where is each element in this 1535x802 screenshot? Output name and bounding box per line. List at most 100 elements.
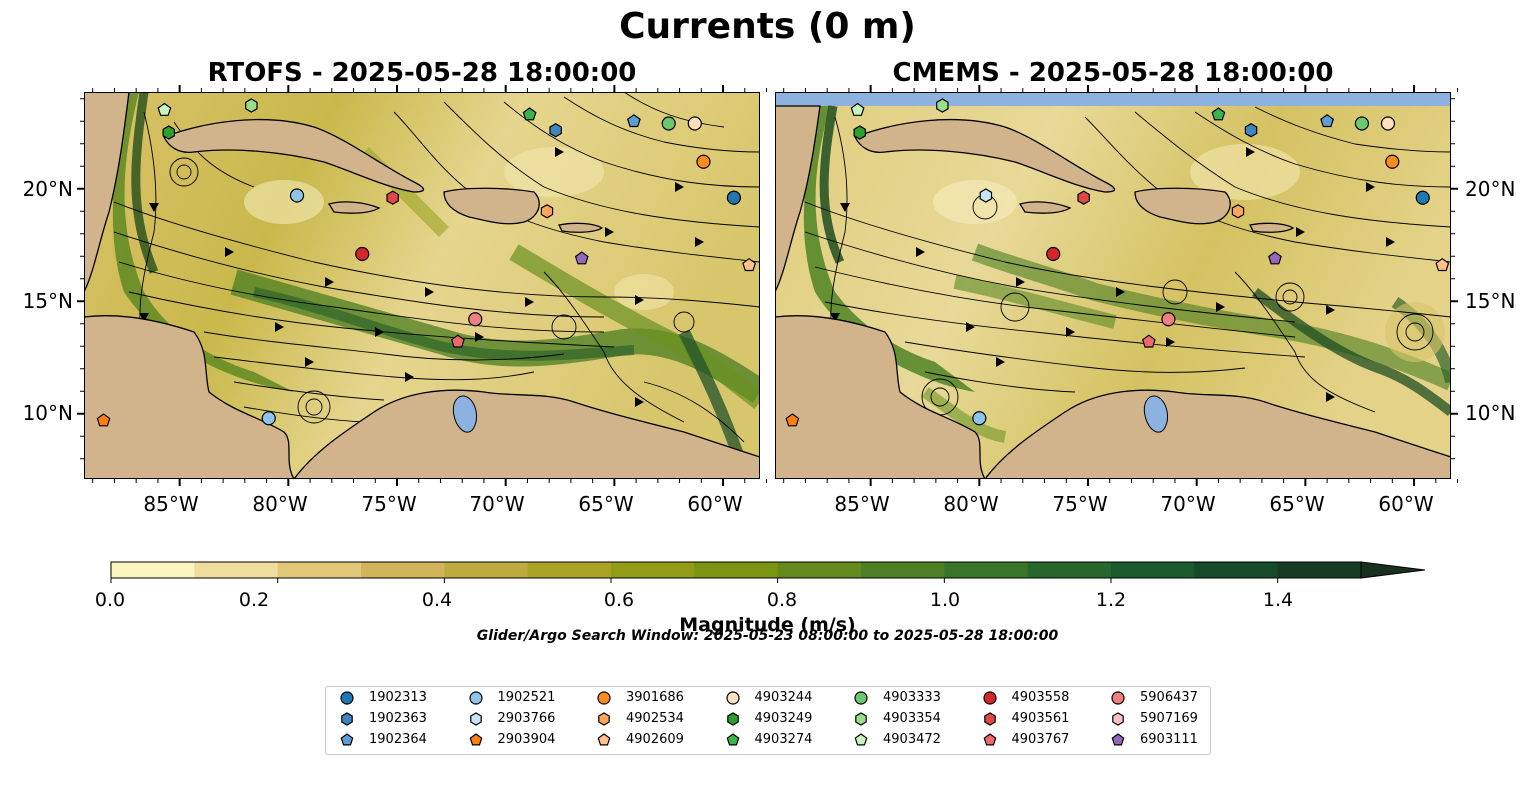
lat-label-20: 20°N bbox=[1465, 177, 1516, 201]
colorbar bbox=[110, 561, 1426, 583]
figure-title: Currents (0 m) bbox=[619, 6, 916, 47]
lakes bbox=[1143, 395, 1169, 433]
float-marker-6903111 bbox=[574, 251, 589, 265]
float-markers-cmems bbox=[785, 98, 1450, 427]
lon-label-80: 80°W bbox=[252, 492, 308, 516]
map-rtofs bbox=[84, 92, 760, 479]
colorbar-label: Magnitude (m/s) bbox=[679, 614, 856, 636]
float-marker-4902609 bbox=[1435, 257, 1450, 272]
lon-label-60: 60°W bbox=[1378, 492, 1434, 516]
legend-label: 4903472 bbox=[883, 732, 941, 747]
float-marker-4903472 bbox=[850, 102, 865, 116]
float-marker-1902313 bbox=[726, 190, 742, 205]
lon-label-85: 85°W bbox=[143, 492, 199, 516]
colorbar-bin bbox=[694, 562, 779, 578]
hispaniola bbox=[1134, 187, 1231, 225]
float-marker-1902313 bbox=[1415, 190, 1430, 205]
legend-label: 4903244 bbox=[754, 690, 813, 705]
legend-label: 2903766 bbox=[497, 711, 556, 726]
colorbar-tick: 0.4 bbox=[421, 589, 453, 611]
panel-title-cmems: CMEMS - 2025-05-28 18:00:00 bbox=[892, 58, 1334, 88]
legend-label: 1902364 bbox=[369, 732, 427, 747]
puerto-rico bbox=[1249, 222, 1295, 233]
colorbar-tick: 0.8 bbox=[766, 589, 798, 611]
float-marker-4903767 bbox=[1141, 334, 1156, 348]
lake-maracaibo bbox=[452, 395, 478, 433]
colorbar-bin bbox=[444, 562, 529, 578]
hexagon-marker-icon bbox=[598, 712, 610, 726]
colorbar-bin bbox=[1194, 562, 1279, 578]
colorbar-bin bbox=[1027, 562, 1112, 578]
float-marker-4902534 bbox=[540, 204, 554, 219]
float-marker-3901686 bbox=[696, 154, 711, 169]
cuba bbox=[163, 118, 425, 193]
colorbar-bin bbox=[111, 562, 195, 578]
float-marker-1902521 bbox=[972, 411, 987, 426]
hexagon-marker-icon bbox=[855, 712, 867, 726]
pentagon-marker-icon bbox=[597, 733, 611, 746]
map-cmems bbox=[775, 92, 1451, 479]
float-marker-6903111 bbox=[1268, 251, 1282, 265]
colorbar-bin bbox=[1277, 562, 1362, 578]
yucatan bbox=[775, 105, 821, 293]
south-america bbox=[293, 389, 760, 479]
south-america bbox=[984, 389, 1451, 479]
legend-label: 3901686 bbox=[626, 690, 684, 705]
lon-label-70: 70°W bbox=[1160, 492, 1216, 516]
pentagon-marker-icon bbox=[340, 733, 354, 746]
float-marker-4902534 bbox=[1231, 204, 1245, 219]
float-marker-1902364 bbox=[626, 114, 641, 128]
hexagon-marker-icon bbox=[341, 712, 353, 726]
legend: 1902313 1902363 1902364 1902521 2903766 29039… bbox=[325, 686, 1211, 755]
legend-label: 1902313 bbox=[369, 690, 427, 705]
yucatan bbox=[84, 92, 130, 293]
legend-label: 4903249 bbox=[754, 711, 813, 726]
circle-marker-icon bbox=[468, 691, 483, 705]
hispaniola bbox=[443, 187, 540, 225]
float-marker-4902609 bbox=[742, 257, 757, 272]
colorbar-tick: 1.2 bbox=[1095, 589, 1127, 611]
colorbar-tick: 1.4 bbox=[1262, 589, 1294, 611]
float-marker-4903274 bbox=[1211, 107, 1226, 121]
jamaica bbox=[1018, 201, 1072, 214]
lakes bbox=[452, 395, 478, 433]
lon-label-80: 80°W bbox=[943, 492, 999, 516]
colorbar-bin bbox=[777, 562, 862, 578]
lat-label-10: 10°N bbox=[1465, 401, 1516, 425]
axes-frame-cmems bbox=[775, 85, 1459, 486]
colorbar-bin bbox=[277, 562, 362, 578]
circle-marker-icon bbox=[1111, 691, 1125, 705]
float-marker-2903766 bbox=[979, 188, 993, 203]
float-marker-4903333 bbox=[661, 116, 676, 131]
pentagon-marker-icon bbox=[469, 733, 482, 746]
circle-marker-icon bbox=[982, 691, 997, 705]
float-marker-4903354 bbox=[936, 98, 949, 113]
streamline-arrows bbox=[810, 147, 1395, 457]
pentagon-marker-icon bbox=[854, 733, 868, 746]
central-america bbox=[84, 315, 295, 479]
float-marker-4903333 bbox=[1354, 116, 1369, 131]
lat-label-20: 20°N bbox=[22, 177, 73, 201]
hexagon-marker-icon bbox=[1112, 712, 1124, 726]
legend-label: 5907169 bbox=[1140, 711, 1198, 726]
lon-label-60: 60°W bbox=[687, 492, 743, 516]
colorbar-tick: 0.0 bbox=[94, 589, 126, 611]
colorbar-bin bbox=[611, 562, 695, 578]
legend-label: 4903561 bbox=[1011, 711, 1070, 726]
float-marker-1902363 bbox=[549, 123, 562, 138]
lon-label-70: 70°W bbox=[469, 492, 525, 516]
cuba bbox=[854, 118, 1116, 193]
legend-label: 4903767 bbox=[1011, 732, 1070, 747]
legend-label: 5906437 bbox=[1140, 690, 1198, 705]
legend-label: 4903354 bbox=[883, 711, 941, 726]
pentagon-marker-icon bbox=[1111, 733, 1125, 746]
float-marker-4903274 bbox=[522, 107, 537, 121]
colorbar-bin bbox=[361, 562, 445, 578]
puerto-rico bbox=[558, 222, 604, 233]
colorbar-bin bbox=[861, 562, 945, 578]
jamaica bbox=[327, 201, 381, 214]
hexagon-marker-icon bbox=[469, 712, 482, 726]
central-america bbox=[775, 315, 986, 479]
lon-label-85: 85°W bbox=[834, 492, 890, 516]
circle-marker-icon bbox=[340, 691, 354, 705]
